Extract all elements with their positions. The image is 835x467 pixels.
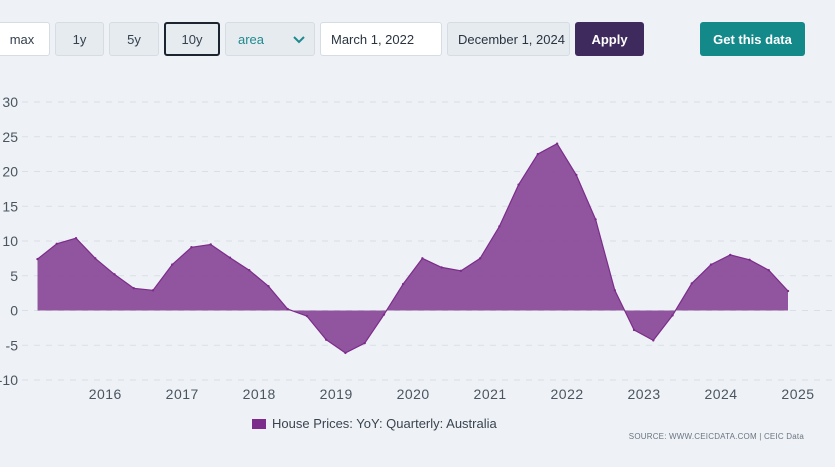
x-tick-label: 2022 xyxy=(551,386,584,402)
y-tick-label: 15 xyxy=(2,198,18,214)
data-point[interactable] xyxy=(594,218,597,221)
data-point[interactable] xyxy=(652,339,655,342)
data-point[interactable] xyxy=(690,282,693,285)
x-tick-label: 2020 xyxy=(397,386,430,402)
data-point[interactable] xyxy=(324,338,328,341)
data-point[interactable] xyxy=(748,258,751,261)
source-credit: SOURCE: WWW.CEICDATA.COM | CEIC Data xyxy=(628,432,804,441)
data-point[interactable] xyxy=(729,253,732,257)
data-point[interactable] xyxy=(401,282,405,286)
data-point[interactable] xyxy=(575,173,578,177)
data-point[interactable] xyxy=(786,289,790,293)
range-5y-label: 5y xyxy=(127,31,141,47)
range-max-button[interactable]: max xyxy=(0,22,50,56)
range-max-label: max xyxy=(9,31,35,47)
range-5y-button[interactable]: 5y xyxy=(109,22,159,56)
get-data-button[interactable]: Get this data xyxy=(700,22,805,56)
x-axis-labels: 2016 2017 2018 2019 2020 2021 2022 2023 2024 2025 xyxy=(89,386,814,402)
apply-button[interactable]: Apply xyxy=(575,22,644,56)
data-point[interactable] xyxy=(632,328,636,332)
area-fill xyxy=(37,143,788,353)
date-from-value: March 1, 2022 xyxy=(331,31,415,47)
chart-type-select[interactable]: area xyxy=(225,22,315,56)
data-point[interactable] xyxy=(190,246,193,249)
chevron-down-icon xyxy=(293,36,305,44)
date-to-value: December 1, 2024 xyxy=(458,31,565,47)
data-point[interactable] xyxy=(709,263,713,266)
x-tick-label: 2021 xyxy=(474,386,507,402)
x-tick-label: 2018 xyxy=(243,386,276,402)
y-axis-labels: 30 25 20 15 10 5 0 -5 -10 xyxy=(0,94,18,388)
data-point[interactable] xyxy=(344,351,347,355)
data-point[interactable] xyxy=(536,152,540,156)
x-tick-label: 2017 xyxy=(166,386,199,402)
y-tick-label: -5 xyxy=(6,337,19,353)
legend-swatch xyxy=(252,418,266,429)
toolbar: max 1y 5y 10y area March 1, 2022 Decembe… xyxy=(0,0,835,70)
data-point[interactable] xyxy=(36,257,39,261)
data-point[interactable] xyxy=(671,314,674,317)
data-point[interactable] xyxy=(286,307,289,311)
data-point[interactable] xyxy=(113,273,116,276)
data-point[interactable] xyxy=(228,256,232,259)
data-point[interactable] xyxy=(132,287,135,290)
range-10y-label: 10y xyxy=(181,31,203,47)
data-point[interactable] xyxy=(209,243,212,246)
data-point[interactable] xyxy=(459,269,463,273)
y-tick-label: 20 xyxy=(2,164,18,180)
chart-type-value: area xyxy=(238,31,265,47)
date-to-input[interactable]: December 1, 2024 xyxy=(447,22,570,56)
x-tick-label: 2023 xyxy=(627,386,660,402)
data-point[interactable] xyxy=(382,313,386,316)
date-from-input[interactable]: March 1, 2022 xyxy=(320,22,442,56)
series-points xyxy=(36,142,790,355)
data-point[interactable] xyxy=(74,237,78,240)
x-tick-label: 2016 xyxy=(89,386,122,402)
data-point[interactable] xyxy=(767,268,770,272)
data-point[interactable] xyxy=(151,289,155,292)
data-point[interactable] xyxy=(171,263,174,266)
x-tick-label: 2019 xyxy=(320,386,353,402)
y-tick-label: 0 xyxy=(10,303,18,319)
y-tick-label: -10 xyxy=(0,372,18,388)
range-1y-label: 1y xyxy=(72,31,87,47)
data-point[interactable] xyxy=(555,142,559,145)
grid xyxy=(22,101,835,381)
range-10y-button[interactable]: 10y xyxy=(164,22,220,56)
apply-label: Apply xyxy=(591,31,628,47)
series-area xyxy=(37,142,789,354)
data-point[interactable] xyxy=(498,225,501,228)
range-1y-button[interactable]: 1y xyxy=(55,22,104,56)
y-tick-label: 5 xyxy=(10,268,18,284)
x-tick-label: 2024 xyxy=(704,386,737,402)
data-point[interactable] xyxy=(94,257,97,260)
data-point[interactable] xyxy=(517,183,520,186)
get-data-label: Get this data xyxy=(713,31,792,47)
data-point[interactable] xyxy=(478,257,482,260)
x-tick-label: 2025 xyxy=(781,386,814,402)
data-point[interactable] xyxy=(55,242,58,245)
y-tick-label: 10 xyxy=(2,233,18,249)
data-point[interactable] xyxy=(363,341,366,345)
data-point[interactable] xyxy=(267,284,270,288)
legend[interactable]: House Prices: YoY: Quarterly: Australia xyxy=(252,416,497,431)
data-point[interactable] xyxy=(248,268,251,272)
y-tick-label: 25 xyxy=(2,129,18,145)
data-point[interactable] xyxy=(440,266,443,269)
y-tick-label: 30 xyxy=(2,94,18,110)
data-point[interactable] xyxy=(305,314,309,318)
data-point[interactable] xyxy=(421,257,424,260)
data-point[interactable] xyxy=(613,289,617,292)
legend-label: House Prices: YoY: Quarterly: Australia xyxy=(272,416,497,431)
area-line xyxy=(37,142,789,354)
